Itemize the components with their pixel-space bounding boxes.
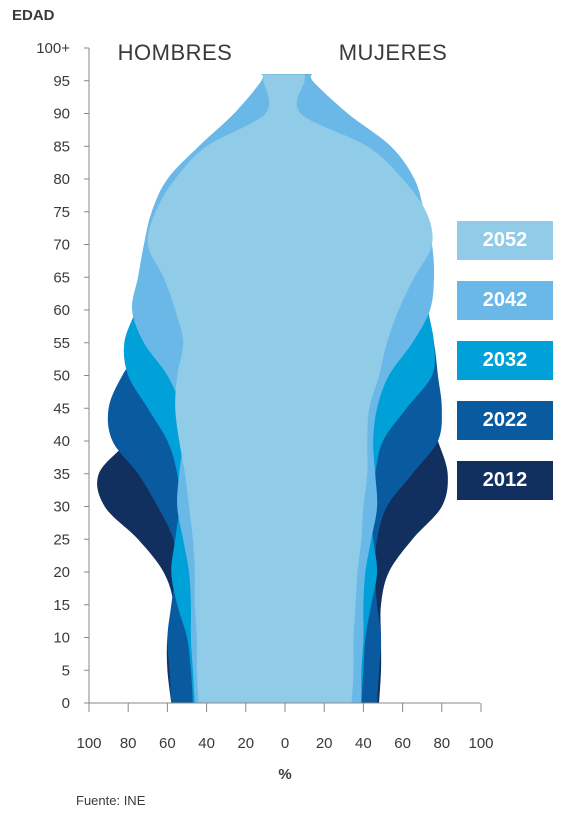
legend-item-2042: 2042 (457, 281, 553, 320)
legend-item-2032: 2032 (457, 341, 553, 380)
y-tick-label: 5 (62, 662, 70, 679)
y-tick-label: 15 (53, 597, 70, 614)
y-tick-label: 0 (62, 695, 70, 712)
y-tick-label: 90 (53, 106, 70, 123)
y-axis-title: EDAD (12, 7, 55, 24)
x-tick-label: 0 (281, 735, 289, 752)
x-tick-label: 40 (198, 735, 215, 752)
y-tick-label: 100+ (36, 40, 70, 57)
y-tick-label: 40 (53, 433, 70, 450)
x-tick-label: 100 (468, 735, 493, 752)
y-tick-label: 75 (53, 204, 70, 221)
y-tick-label: 95 (53, 73, 70, 90)
y-tick-label: 45 (53, 400, 70, 417)
y-tick-label: 65 (53, 269, 70, 286)
pyramid-shapes (97, 74, 448, 703)
y-tick-label: 55 (53, 335, 70, 352)
y-tick-label: 50 (53, 368, 70, 385)
x-axis-title: % (278, 766, 291, 783)
y-tick-label: 30 (53, 499, 70, 516)
x-tick-label: 60 (159, 735, 176, 752)
y-tick-label: 20 (53, 564, 70, 581)
x-tick-label: 100 (76, 735, 101, 752)
source-note: Fuente: INE (76, 793, 146, 808)
legend-item-2052: 2052 (457, 221, 553, 260)
x-tick-label: 60 (394, 735, 411, 752)
legend-item-2022: 2022 (457, 401, 553, 440)
y-tick-label: 70 (53, 237, 70, 254)
y-tick-label: 60 (53, 302, 70, 319)
women-label: MUJERES (339, 40, 448, 65)
x-tick-label: 80 (120, 735, 137, 752)
men-label: HOMBRES (118, 40, 233, 65)
axis-ticks: 0 5 10 15 20 25 30 35 40 45 50 55 60 65 70 75 80 85 90 95 10… (36, 40, 493, 752)
x-tick-label: 20 (237, 735, 254, 752)
y-tick-label: 85 (53, 138, 70, 155)
x-tick-label: 20 (316, 735, 333, 752)
legend-item-2012: 2012 (457, 461, 553, 500)
y-tick-label: 25 (53, 531, 70, 548)
x-tick-label: 40 (355, 735, 372, 752)
pyramid-series-2052 (147, 74, 433, 703)
x-tick-label: 80 (433, 735, 450, 752)
y-tick-label: 10 (53, 630, 70, 647)
y-tick-label: 80 (53, 171, 70, 188)
y-tick-label: 35 (53, 466, 70, 483)
